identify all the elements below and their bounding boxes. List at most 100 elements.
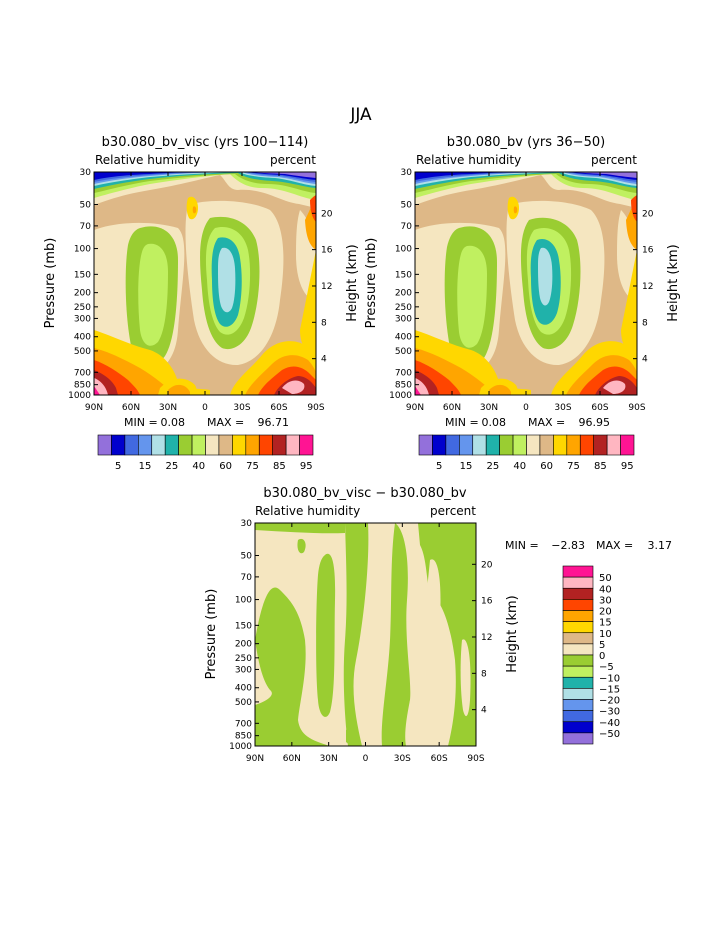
colorbar-swatch — [512, 434, 527, 456]
panel-difference-units: percent — [430, 504, 476, 518]
colorbar-label: 75 — [567, 461, 580, 472]
x-tick-label: 60N — [443, 403, 461, 413]
colorbar-swatch — [593, 434, 608, 456]
y-right-tick-label: 16 — [642, 246, 654, 256]
x-tick-label: 30N — [480, 403, 498, 413]
y-tick-label: 700 — [74, 368, 91, 378]
colorbar-label: 25 — [487, 461, 500, 472]
colorbar-swatch — [432, 434, 447, 456]
colorbar-swatch — [164, 434, 179, 456]
colorbar-label: 30 — [599, 595, 612, 606]
colorbar-swatch — [258, 434, 273, 456]
y-tick-label: 700 — [235, 719, 252, 729]
y-right-tick-label: 4 — [481, 706, 487, 716]
colorbar-label: 25 — [166, 461, 179, 472]
y-right-tick-label: 20 — [321, 209, 333, 219]
y-tick-label: 70 — [241, 573, 253, 583]
colorbar-label: 85 — [594, 461, 607, 472]
colorbar-swatch — [606, 434, 621, 456]
y-tick-label: 100 — [74, 245, 91, 255]
y-tick-label: 100 — [235, 596, 252, 606]
colorbar-label: 85 — [273, 461, 286, 472]
y-tick-label: 400 — [74, 333, 91, 343]
colorbar-swatch — [499, 434, 514, 456]
y-tick-label: 250 — [235, 654, 252, 664]
colorbar-swatch — [562, 699, 594, 711]
panel-visc-max-label: MAX = — [207, 416, 244, 429]
colorbar-swatch — [245, 434, 260, 456]
colorbar-swatch — [485, 434, 500, 456]
y-tick-label: 850 — [235, 732, 252, 742]
y-tick-label: 250 — [74, 303, 91, 313]
panel-visc-title: b30.080_bv_visc (yrs 100−114) — [102, 135, 309, 150]
panel-visc-units: percent — [270, 153, 316, 167]
colorbar-swatch — [562, 621, 594, 634]
colorbar-label: −5 — [599, 662, 614, 673]
y-tick-label: 50 — [80, 200, 92, 210]
colorbar-swatch — [562, 610, 594, 622]
x-tick-label: 90N — [406, 403, 424, 413]
y-tick-label: 150 — [235, 621, 252, 631]
colorbar-label: 0 — [599, 651, 605, 662]
y-right-tick-label: 8 — [642, 318, 648, 328]
panel-control-title: b30.080_bv (yrs 36−50) — [447, 135, 605, 150]
colorbar-swatch — [97, 434, 112, 456]
colorbar-label: 40 — [192, 461, 205, 472]
colorbar-swatch — [526, 434, 541, 456]
y-right-tick-label: 20 — [642, 209, 654, 219]
colorbar-swatch — [418, 434, 433, 456]
colorbar-swatch — [562, 654, 594, 667]
x-tick-label: 60S — [591, 403, 608, 413]
colorbar-label: 60 — [540, 461, 553, 472]
x-tick-label: 60S — [270, 403, 287, 413]
colorbar-swatch — [218, 434, 233, 456]
colorbar-swatch — [562, 710, 594, 723]
panel-control-colorbar: 5 15 25 40 60 75 85 95 — [418, 434, 635, 472]
panel-visc-contours — [94, 172, 316, 395]
y-tick-label: 1000 — [229, 742, 252, 752]
colorbar-swatch — [553, 434, 568, 456]
panel-control-variable: Relative humidity — [416, 153, 521, 167]
colorbar-swatch — [272, 434, 287, 456]
y-tick-label: 70 — [401, 222, 413, 232]
x-tick-label: 60N — [122, 403, 140, 413]
colorbar-label: −30 — [599, 707, 620, 718]
colorbar-label: −10 — [599, 673, 620, 684]
colorbar-label: 40 — [599, 584, 612, 595]
panel-difference: b30.080_bv_visc − b30.080_bv Relative hu… — [204, 486, 672, 764]
panel-visc-variable: Relative humidity — [95, 153, 200, 167]
panel-difference-ylabel-right: Height (km) — [505, 595, 520, 672]
panel-control-min-value: 0.08 — [482, 416, 507, 429]
colorbar-swatch — [191, 434, 206, 456]
x-tick-label: 60N — [283, 754, 301, 764]
panel-control-max-label: MAX = — [528, 416, 565, 429]
colorbar-swatch — [232, 434, 247, 456]
y-tick-label: 50 — [401, 200, 413, 210]
panel-visc-min-label: MIN = — [124, 416, 158, 429]
colorbar-label: −20 — [599, 696, 620, 707]
colorbar-swatch — [566, 434, 581, 456]
panel-control-ylabel: Pressure (mb) — [364, 238, 379, 329]
y-tick-label: 500 — [235, 698, 252, 708]
panel-visc-colorbar: 5 15 25 40 60 75 85 95 — [97, 434, 314, 472]
y-tick-label: 30 — [401, 168, 413, 178]
y-tick-label: 150 — [74, 270, 91, 280]
colorbar-swatch — [562, 688, 594, 700]
y-tick-label: 200 — [235, 640, 252, 650]
colorbar-label: 95 — [300, 461, 313, 472]
colorbar-swatch — [459, 434, 474, 456]
panel-control-ylabel-right: Height (km) — [666, 244, 681, 321]
colorbar-label: −15 — [599, 684, 620, 695]
colorbar-swatch — [562, 643, 594, 656]
y-tick-label: 500 — [74, 347, 91, 357]
y-tick-label: 150 — [395, 270, 412, 280]
colorbar-swatch — [562, 565, 594, 578]
colorbar-swatch — [562, 721, 594, 734]
colorbar-swatch — [445, 434, 460, 456]
colorbar-swatch — [472, 434, 487, 456]
panel-difference-min-label: MIN = — [505, 539, 539, 552]
colorbar-label: 60 — [219, 461, 232, 472]
y-right-tick-label: 4 — [321, 355, 327, 365]
y-tick-label: 850 — [395, 381, 412, 391]
